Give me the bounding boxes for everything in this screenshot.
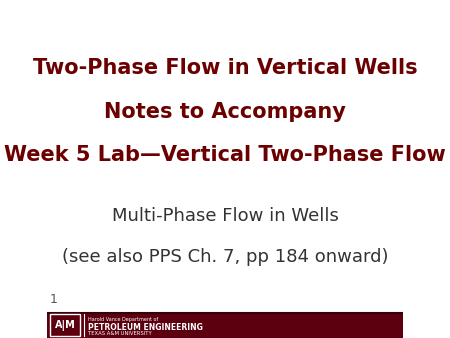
Text: TEXAS A&M UNIVERSITY: TEXAS A&M UNIVERSITY bbox=[88, 332, 151, 336]
Text: Two-Phase Flow in Vertical Wells: Two-Phase Flow in Vertical Wells bbox=[33, 57, 417, 78]
Text: (see also PPS Ch. 7, pp 184 onward): (see also PPS Ch. 7, pp 184 onward) bbox=[62, 248, 388, 266]
Text: 1: 1 bbox=[50, 293, 58, 306]
Text: Notes to Accompany: Notes to Accompany bbox=[104, 101, 346, 122]
Text: A|M: A|M bbox=[55, 320, 76, 331]
Text: PETROLEUM ENGINEERING: PETROLEUM ENGINEERING bbox=[88, 323, 202, 332]
Text: Multi-Phase Flow in Wells: Multi-Phase Flow in Wells bbox=[112, 207, 338, 225]
FancyBboxPatch shape bbox=[46, 313, 404, 338]
Text: Harold Vance Department of: Harold Vance Department of bbox=[88, 317, 158, 322]
FancyBboxPatch shape bbox=[50, 314, 81, 336]
Text: Week 5 Lab—Vertical Two-Phase Flow: Week 5 Lab—Vertical Two-Phase Flow bbox=[4, 145, 446, 166]
